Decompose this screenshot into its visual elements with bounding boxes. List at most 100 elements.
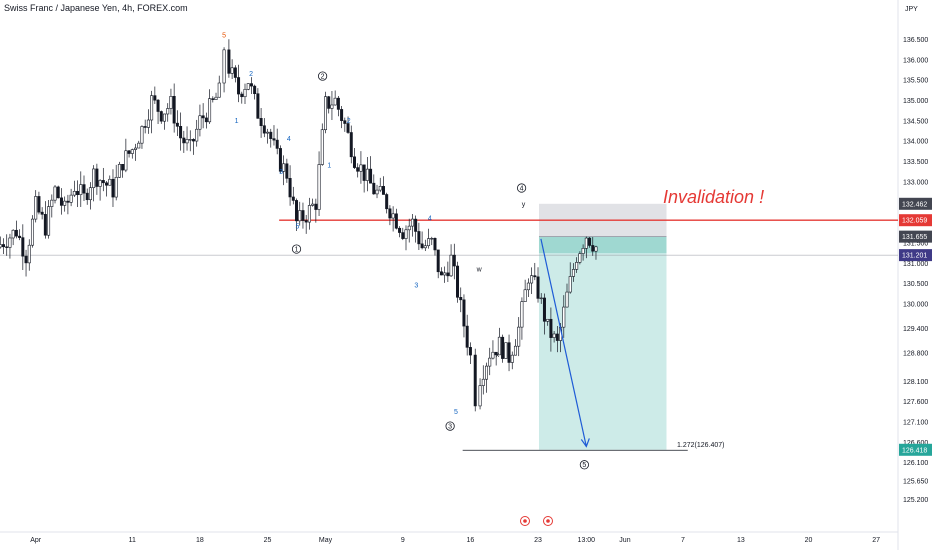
candle xyxy=(356,167,360,172)
candle xyxy=(456,265,460,298)
candle xyxy=(423,245,427,249)
candle xyxy=(520,301,524,328)
price-badge xyxy=(899,443,932,456)
candle xyxy=(446,272,450,277)
candle xyxy=(311,203,315,206)
candle xyxy=(459,297,463,301)
candle xyxy=(565,291,569,308)
candle xyxy=(307,205,311,223)
y-tick-label: 126.100 xyxy=(903,460,928,467)
candle xyxy=(323,96,327,131)
candle xyxy=(256,93,260,119)
x-tick-label: 23 xyxy=(534,537,542,544)
candle xyxy=(249,83,253,87)
candle xyxy=(404,229,408,239)
candle xyxy=(414,218,418,232)
price-badge-label: 132.059 xyxy=(902,218,927,225)
candle xyxy=(191,139,195,142)
candle xyxy=(568,276,572,293)
candle xyxy=(211,98,215,100)
candle xyxy=(333,97,337,106)
candle xyxy=(536,276,540,299)
candle xyxy=(111,178,115,198)
circled-wave-label: 4 xyxy=(520,185,524,192)
candle xyxy=(388,208,392,219)
y-tick-label: 134.000 xyxy=(903,139,928,146)
candle xyxy=(146,119,150,128)
candle xyxy=(491,351,495,359)
candle xyxy=(230,67,234,74)
price-badge xyxy=(899,197,932,210)
candle xyxy=(336,97,340,110)
candle xyxy=(417,231,421,245)
candle xyxy=(95,168,99,187)
candle xyxy=(21,237,25,257)
candle xyxy=(272,138,276,141)
candle xyxy=(40,211,44,215)
candle xyxy=(262,125,266,134)
target-arrow xyxy=(540,238,587,447)
candle xyxy=(127,150,131,154)
candle xyxy=(233,67,237,78)
candle xyxy=(301,210,305,221)
candle xyxy=(385,194,389,210)
candle xyxy=(5,246,9,248)
wave-label: w xyxy=(476,266,483,273)
x-tick-label: 13 xyxy=(737,537,745,544)
candle xyxy=(488,357,492,367)
candle xyxy=(222,49,226,84)
candle xyxy=(275,139,279,149)
candle xyxy=(549,318,553,338)
candle xyxy=(526,282,530,291)
circled-wave-label: 2 xyxy=(321,73,325,80)
candle xyxy=(166,108,170,115)
candle xyxy=(150,95,154,121)
wave-circle xyxy=(579,460,589,470)
wave-label: 1 xyxy=(235,118,239,125)
x-tick-label: May xyxy=(319,537,333,544)
candle xyxy=(66,200,70,203)
candle xyxy=(359,164,363,172)
candle xyxy=(121,164,125,171)
target-arrow-head xyxy=(580,438,590,448)
candle xyxy=(201,115,205,119)
candle xyxy=(179,126,183,139)
candle xyxy=(462,299,466,327)
candle xyxy=(50,199,54,207)
circled-wave-label: 5 xyxy=(582,462,586,469)
candle xyxy=(394,213,398,229)
wave-label: 4 xyxy=(287,136,291,143)
wave-circle xyxy=(445,421,455,431)
candle xyxy=(473,354,477,407)
candle xyxy=(575,262,579,270)
candle xyxy=(163,113,167,122)
candle xyxy=(30,218,34,246)
x-tick-label: 16 xyxy=(467,537,475,544)
candle xyxy=(159,111,163,122)
candle xyxy=(79,184,83,196)
candle xyxy=(375,189,379,195)
candle xyxy=(484,365,488,380)
wave-label: 2 xyxy=(249,71,253,78)
price-badge-label: 126.418 xyxy=(902,447,927,454)
wave-label: 2 xyxy=(347,118,351,125)
candle xyxy=(243,88,247,98)
candle xyxy=(53,186,57,201)
wave-label: 1 xyxy=(327,163,331,170)
candle xyxy=(452,254,456,267)
candle xyxy=(381,186,385,195)
x-tick-label: 13:00 xyxy=(578,537,596,544)
candle xyxy=(198,115,202,130)
candle xyxy=(295,200,299,222)
candle xyxy=(63,200,67,206)
candle xyxy=(269,131,273,139)
candle xyxy=(410,218,414,227)
candle xyxy=(108,178,112,186)
y-tick-label: 128.100 xyxy=(903,379,928,386)
x-tick-label: 18 xyxy=(196,537,204,544)
price-badge-label: 131.655 xyxy=(902,234,927,241)
candle xyxy=(282,163,286,172)
candle xyxy=(346,123,350,133)
y-tick-label: 126.600 xyxy=(903,440,928,447)
